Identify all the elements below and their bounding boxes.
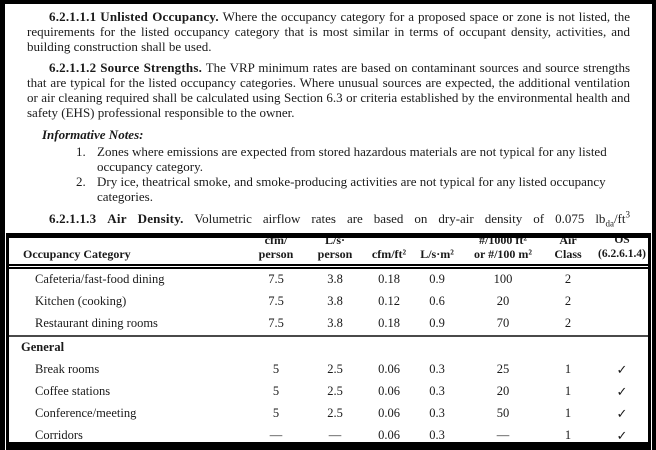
cell-os-checkmark: ✓ — [616, 406, 628, 421]
section-body: Volumetric airflow rates are based on dr… — [194, 211, 606, 226]
cell-occupant-density: — — [496, 428, 510, 442]
col-header-ls-m2: L/s·m² — [415, 238, 459, 269]
section-title: Unlisted Occupancy. — [100, 9, 219, 24]
cell-ls-m2: 0.3 — [429, 428, 445, 442]
cell-air-class: 1 — [564, 362, 572, 376]
table-row: Cafeteria/fast-food dining 7.5 3.8 0.18 … — [9, 267, 648, 292]
cell-ls-m2: 0.3 — [429, 384, 445, 398]
col-header-cfm-person: cfm/person — [245, 238, 307, 269]
cell-air-class: 2 — [564, 316, 572, 330]
cell-cfm-person: 5 — [272, 362, 280, 376]
cell-os-checkmark — [589, 267, 648, 292]
section-paragraph-air-density: 6.2.1.1.3 Air Density. Volumetric airflo… — [27, 209, 631, 229]
subscript-da: da — [605, 218, 614, 229]
cell-ls-m2: 0.6 — [429, 294, 445, 308]
cell-cfm-ft2: 0.18 — [378, 316, 400, 330]
cell-ls-m2: 0.9 — [429, 272, 445, 286]
cell-occupant-density: 25 — [496, 362, 510, 376]
cell-ls-person: 3.8 — [327, 316, 343, 330]
cell-os-checkmark: ✓ — [616, 384, 628, 399]
informative-notes-label: Informative Notes: — [42, 127, 144, 142]
col-header-occupant-density: #/1000 ft² or #/100 m² — [459, 238, 547, 269]
section-number: 6.2.1.1.1 — [49, 9, 97, 24]
cell-air-class: 1 — [564, 406, 572, 420]
cell-os-checkmark — [589, 313, 648, 336]
cell-occupant-density: 70 — [496, 316, 510, 330]
col-header-ls-person: L/s· person — [307, 238, 363, 269]
cell-cfm-person: 7.5 — [268, 272, 284, 286]
cell-cfm-ft2: 0.06 — [378, 384, 400, 398]
document-text-area: 6.2.1.1.1 Unlisted Occupancy. Where the … — [5, 4, 652, 233]
section-paragraph-unlisted-occupancy: 6.2.1.1.1 Unlisted Occupancy. Where the … — [27, 9, 630, 54]
cell-category: Kitchen (cooking) — [35, 294, 127, 308]
cell-cfm-ft2: 0.18 — [378, 272, 400, 286]
cell-ls-person: 2.5 — [327, 384, 343, 398]
cell-category: Corridors — [35, 428, 83, 442]
cell-os-checkmark — [589, 291, 648, 313]
section-title: Air Density. — [107, 211, 184, 226]
section-body: The VRP minimum rates are based on conta… — [27, 60, 631, 120]
cell-cfm-person: 5 — [272, 406, 280, 420]
cell-occupant-density: 20 — [496, 384, 510, 398]
section-row-label: General — [9, 335, 648, 359]
superscript-3: 3 — [625, 209, 631, 220]
section-body: Where the occupancy category for a propo… — [27, 9, 630, 54]
section-title: Source Strengths. — [100, 60, 203, 75]
table-row: Break rooms 5 2.5 0.06 0.3 25 1 ✓ — [9, 359, 648, 381]
cell-category: Coffee stations — [35, 384, 111, 398]
col-header-air-class: Air Class — [547, 238, 589, 269]
cell-ls-person: 3.8 — [327, 272, 343, 286]
cell-category: Conference/meeting — [35, 406, 137, 420]
cell-ls-person: 3.8 — [327, 294, 343, 308]
table-section-row-general: General — [9, 335, 648, 359]
cell-os-checkmark: ✓ — [616, 428, 628, 443]
cell-occupant-density: 20 — [496, 294, 510, 308]
cell-cfm-person: 7.5 — [268, 316, 284, 330]
section-number: 6.2.1.1.3 — [49, 211, 97, 226]
cell-air-class: 2 — [564, 272, 572, 286]
cell-cfm-ft2: 0.06 — [378, 362, 400, 376]
cell-occupant-density: 50 — [496, 406, 510, 420]
col-header-occupancy-category: Occupancy Category — [9, 238, 245, 269]
cell-cfm-ft2: 0.06 — [378, 428, 400, 442]
cell-category: Break rooms — [35, 362, 100, 376]
cell-ls-person: — — [328, 428, 342, 442]
cell-ls-m2: 0.3 — [429, 406, 445, 420]
cell-air-class: 1 — [564, 428, 572, 442]
table-row: Corridors — — 0.06 0.3 — 1 ✓ — [9, 425, 648, 443]
col-header-os: OS (6.2.6.1.4) — [589, 238, 648, 269]
table-row: Conference/meeting 5 2.5 0.06 0.3 50 1 ✓ — [9, 403, 648, 425]
cell-os-checkmark: ✓ — [616, 362, 628, 377]
table-row: Kitchen (cooking) 7.5 3.8 0.12 0.6 20 2 — [9, 291, 648, 313]
cell-cfm-person: 5 — [272, 384, 280, 398]
cell-ls-person: 2.5 — [327, 406, 343, 420]
cell-occupant-density: 100 — [493, 272, 513, 286]
cell-cfm-person: 7.5 — [268, 294, 284, 308]
table-row: Coffee stations 5 2.5 0.06 0.3 20 1 ✓ — [9, 381, 648, 403]
table-row: Restaurant dining rooms 7.5 3.8 0.18 0.9… — [9, 313, 648, 336]
informative-notes-list: Zones where emissions are expected from … — [27, 144, 630, 204]
cell-ls-person: 2.5 — [327, 362, 343, 376]
col-header-cfm-ft2: cfm/ft² — [363, 238, 415, 269]
section-paragraph-source-strengths: 6.2.1.1.2 Source Strengths. The VRP mini… — [27, 60, 630, 120]
cell-cfm-person: — — [269, 428, 283, 442]
section-body-mid: /ft — [613, 211, 626, 226]
informative-note-item: Dry ice, theatrical smoke, and smoke-pro… — [89, 174, 630, 204]
cell-cfm-ft2: 0.12 — [378, 294, 400, 308]
ventilation-rates-table-frame: Occupancy Category cfm/person L/s· person… — [6, 233, 651, 450]
section-number: 6.2.1.1.2 — [49, 60, 97, 75]
cell-ls-m2: 0.3 — [429, 362, 445, 376]
table-header-row: Occupancy Category cfm/person L/s· person… — [9, 238, 648, 269]
cell-cfm-ft2: 0.06 — [378, 406, 400, 420]
cell-air-class: 2 — [564, 294, 572, 308]
cell-category: Cafeteria/fast-food dining — [35, 272, 165, 286]
cell-air-class: 1 — [564, 384, 572, 398]
informative-note-item: Zones where emissions are expected from … — [89, 144, 630, 174]
ventilation-rates-table: Occupancy Category cfm/person L/s· person… — [9, 238, 648, 443]
cell-category: Restaurant dining rooms — [35, 316, 158, 330]
cell-ls-m2: 0.9 — [429, 316, 445, 330]
